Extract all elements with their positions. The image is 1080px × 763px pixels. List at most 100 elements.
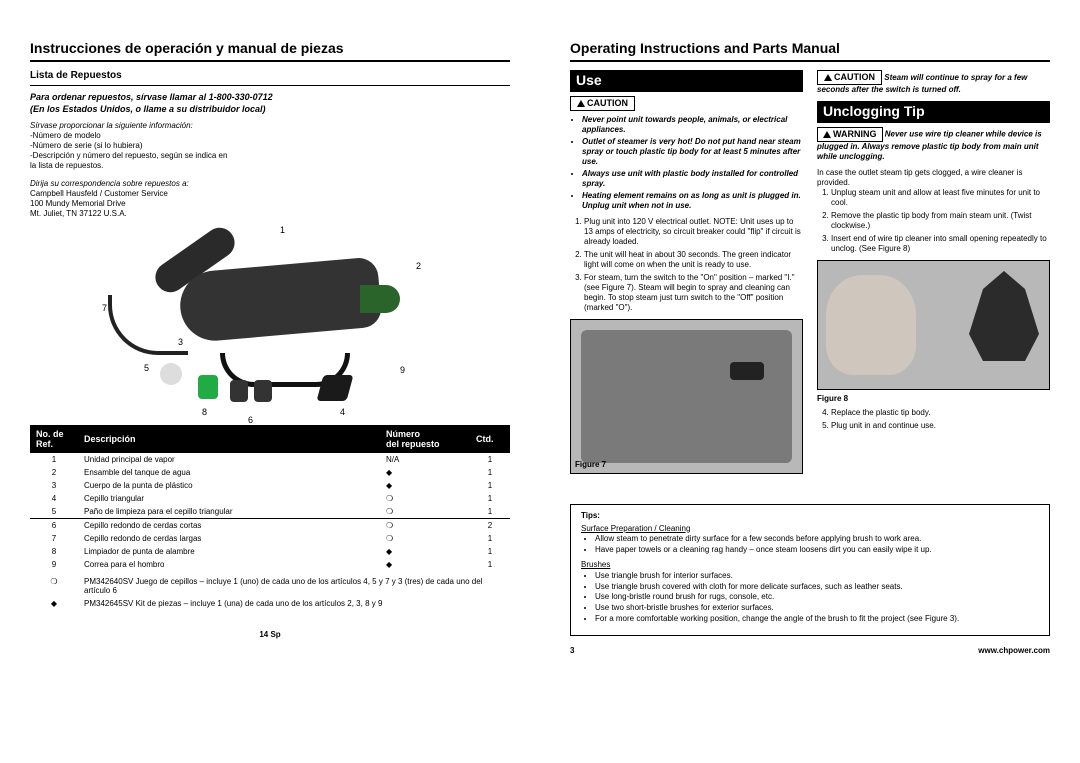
warning-box: WARNING bbox=[817, 127, 883, 142]
col-unclog: CAUTION Steam will continue to spray for… bbox=[817, 70, 1050, 480]
table-row: 6Cepillo redondo de cerdas cortas❍2 bbox=[30, 519, 510, 533]
fig8-hand bbox=[826, 275, 916, 375]
footer-url: www.chpower.com bbox=[978, 646, 1050, 655]
info-lead: Sírvase proporcionar la siguiente inform… bbox=[30, 121, 232, 131]
warning-triangle-icon bbox=[824, 74, 832, 81]
figure-7: Figure 7 bbox=[570, 319, 803, 474]
list-item: Always use unit with plastic body instal… bbox=[582, 169, 803, 189]
use-heading: Use bbox=[570, 70, 803, 92]
co-5: 5 bbox=[144, 363, 149, 373]
addr3: Mt. Juliet, TN 37122 U.S.A. bbox=[30, 209, 232, 219]
page-title-en: Operating Instructions and Parts Manual bbox=[570, 40, 1050, 56]
table-row: 3Cuerpo de la punta de plástico◆1 bbox=[30, 479, 510, 492]
info1: -Número de modelo bbox=[30, 131, 232, 141]
list-item: Use long-bristle round brush for rugs, c… bbox=[595, 592, 1039, 603]
info2: -Número de serie (si lo hubiera) bbox=[30, 141, 232, 151]
th-ref: No. deRef. bbox=[30, 425, 78, 453]
diagram-nozzle bbox=[360, 285, 400, 313]
addr1: Campbell Hausfeld / Customer Service bbox=[30, 189, 232, 199]
note-row: ❍PM342640SV Juego de cepillos – incluye … bbox=[30, 571, 510, 597]
th-desc: Descripción bbox=[78, 425, 380, 453]
co-6: 6 bbox=[248, 415, 253, 425]
left-page: Instrucciones de operación y manual de p… bbox=[0, 0, 540, 763]
right-page: Operating Instructions and Parts Manual … bbox=[540, 0, 1080, 763]
surface-head: Surface Preparation / Cleaning bbox=[581, 524, 690, 533]
co-4: 4 bbox=[340, 407, 345, 417]
order-line1: Para ordenar repuestos, sírvase llamar a… bbox=[30, 92, 273, 102]
unclog-heading: Unclogging Tip bbox=[817, 101, 1050, 123]
list-item: Heating element remains on as long as un… bbox=[582, 191, 803, 211]
co-1: 1 bbox=[280, 225, 285, 235]
surface-list: Allow steam to penetrate dirty surface f… bbox=[595, 534, 1039, 556]
warning-triangle-icon bbox=[823, 131, 831, 138]
tips-label: Tips: bbox=[581, 511, 1039, 522]
divider bbox=[30, 60, 510, 62]
tips-box: Tips: Surface Preparation / Cleaning All… bbox=[570, 504, 1050, 636]
table-row: 7Cepillo redondo de cerdas largas❍1 bbox=[30, 532, 510, 545]
parts-tbody: 1Unidad principal de vaporN/A1 2Ensamble… bbox=[30, 453, 510, 610]
caution-list: Never point unit towards people, animals… bbox=[582, 115, 803, 211]
th-num: Númerodel repuesto bbox=[380, 425, 470, 453]
list-item: The unit will heat in about 30 seconds. … bbox=[584, 250, 803, 270]
left-info-col: Sírvase proporcionar la siguiente inform… bbox=[30, 121, 232, 219]
page-num-en: 3 bbox=[570, 646, 574, 655]
co-9: 9 bbox=[400, 365, 405, 375]
list-item: Use triangle brush for interior surfaces… bbox=[595, 571, 1039, 582]
note-row: ◆PM342645SV Kit de piezas – incluye 1 (u… bbox=[30, 597, 510, 610]
acc-4 bbox=[317, 375, 354, 401]
list-item: Have paper towels or a cleaning rag hand… bbox=[595, 545, 1039, 556]
acc-6a bbox=[230, 380, 248, 402]
list-item: Use two short-bristle brushes for exteri… bbox=[595, 603, 1039, 614]
brushes-list: Use triangle brush for interior surfaces… bbox=[595, 571, 1039, 625]
diagram-cord bbox=[108, 295, 188, 355]
info3: -Descripción y número del repuesto, segú… bbox=[30, 151, 232, 171]
addr-lead: Dirija su correspondencia sobre repuesto… bbox=[30, 179, 232, 189]
acc-5 bbox=[160, 363, 182, 385]
addr2: 100 Mundy Memorial Drive bbox=[30, 199, 232, 209]
order-info: Para ordenar repuestos, sírvase llamar a… bbox=[30, 92, 510, 115]
parts-table: No. deRef. Descripción Númerodel repuest… bbox=[30, 425, 510, 610]
fig7-body bbox=[581, 330, 792, 463]
caution-box: CAUTION bbox=[570, 96, 635, 111]
caution-inline-wrap: CAUTION Steam will continue to spray for… bbox=[817, 70, 1050, 95]
list-item: For steam, turn the switch to the "On" p… bbox=[584, 273, 803, 313]
divider-thin bbox=[30, 85, 510, 86]
unclog-intro: In case the outlet steam tip gets clogge… bbox=[817, 168, 1050, 188]
table-row: 5Paño de limpieza para el cepillo triang… bbox=[30, 505, 510, 519]
table-row: 1Unidad principal de vaporN/A1 bbox=[30, 453, 510, 466]
caution-box-2: CAUTION bbox=[817, 70, 882, 85]
acc-6b bbox=[254, 380, 272, 402]
fig8-tool bbox=[969, 271, 1039, 361]
co-7: 7 bbox=[102, 303, 107, 313]
col-use: Use CAUTION Never point unit towards peo… bbox=[570, 70, 803, 480]
list-item: Outlet of steamer is very hot! Do not pu… bbox=[582, 137, 803, 167]
list-item: Use triangle brush covered with cloth fo… bbox=[595, 582, 1039, 593]
table-row: 2Ensamble del tanque de agua◆1 bbox=[30, 466, 510, 479]
divider-r bbox=[570, 60, 1050, 62]
co-3: 3 bbox=[178, 337, 183, 347]
fig7-label: Figure 7 bbox=[575, 460, 606, 470]
post-fig8-steps: Replace the plastic tip body. Plug unit … bbox=[831, 408, 1050, 431]
list-item: Remove the plastic tip body from main st… bbox=[831, 211, 1050, 231]
unclog-steps: Unplug steam unit and allow at least fiv… bbox=[831, 188, 1050, 254]
warning-inline-wrap: WARNING Never use wire tip cleaner while… bbox=[817, 127, 1050, 162]
list-item: Unplug steam unit and allow at least fiv… bbox=[831, 188, 1050, 208]
warning-triangle-icon bbox=[577, 100, 585, 107]
acc-8 bbox=[198, 375, 218, 399]
fig8-label: Figure 8 bbox=[817, 394, 1050, 404]
diagram-body bbox=[177, 257, 382, 344]
table-row: 9Correa para el hombro◆1 bbox=[30, 558, 510, 571]
co-2: 2 bbox=[416, 261, 421, 271]
parts-diagram: 1 2 3 4 5 6 7 8 9 bbox=[30, 225, 510, 425]
figure-8 bbox=[817, 260, 1050, 390]
page-num-es: 14 Sp bbox=[30, 630, 510, 639]
brushes-head: Brushes bbox=[581, 560, 610, 569]
table-row: 4Cepillo triangular❍1 bbox=[30, 492, 510, 505]
list-item: For a more comfortable working position,… bbox=[595, 614, 1039, 625]
order-line2: (En los Estados Unidos, o llame a su dis… bbox=[30, 104, 266, 114]
page-title-es: Instrucciones de operación y manual de p… bbox=[30, 40, 510, 56]
right-columns: Use CAUTION Never point unit towards peo… bbox=[570, 70, 1050, 480]
use-steps: Plug unit into 120 V electrical outlet. … bbox=[584, 217, 803, 313]
list-item: Allow steam to penetrate dirty surface f… bbox=[595, 534, 1039, 545]
list-item: Insert end of wire tip cleaner into smal… bbox=[831, 234, 1050, 254]
